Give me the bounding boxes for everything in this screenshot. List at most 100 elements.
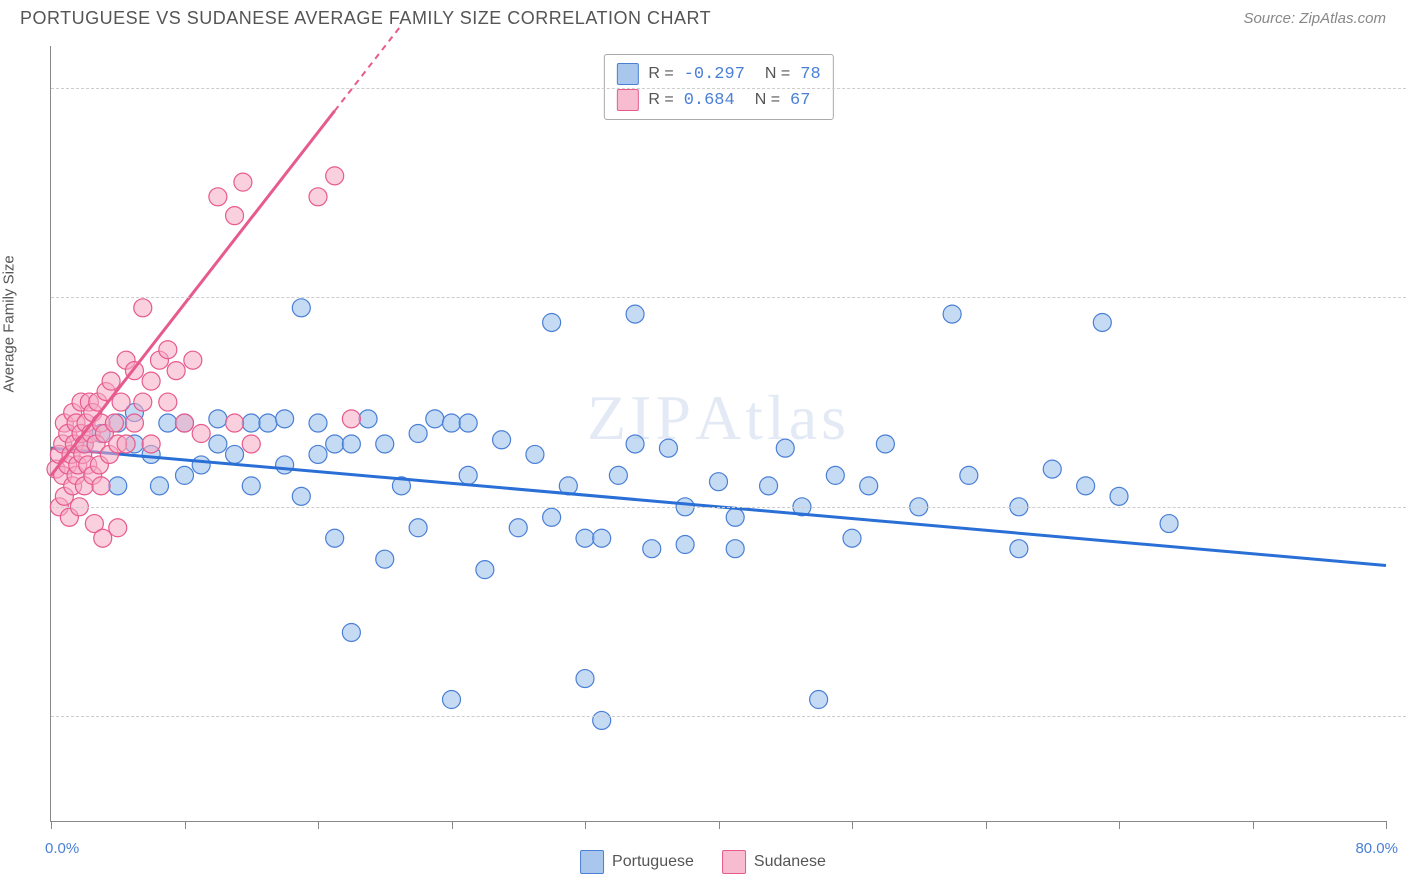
data-point [176,466,194,484]
data-point [167,362,185,380]
data-point [234,173,252,191]
data-point [276,456,294,474]
scatter-plot [51,46,1386,821]
data-point [876,435,894,453]
data-point [276,410,294,428]
data-point [326,167,344,185]
data-point [105,414,123,432]
data-point [292,487,310,505]
x-tick [318,821,319,829]
legend-item: Sudanese [722,850,826,874]
x-axis-end-label: 80.0% [1355,840,1398,857]
data-point [209,188,227,206]
data-point [1043,460,1061,478]
source-label: Source: ZipAtlas.com [1243,10,1386,27]
x-tick [452,821,453,829]
data-point [226,207,244,225]
data-point [242,477,260,495]
x-tick [986,821,987,829]
data-point [593,529,611,547]
data-point [509,519,527,537]
data-point [726,540,744,558]
data-point [443,691,461,709]
data-point [309,414,327,432]
data-point [142,372,160,390]
data-point [593,711,611,729]
data-point [342,410,360,428]
grid-line [51,716,1406,717]
data-point [326,529,344,547]
x-tick [585,821,586,829]
stats-row: R =-0.297N =78 [616,61,820,87]
data-point [159,341,177,359]
data-point [94,529,112,547]
data-point [810,691,828,709]
data-point [710,473,728,491]
data-point [376,435,394,453]
data-point [359,410,377,428]
data-point [443,414,461,432]
data-point [342,435,360,453]
n-label: N = [755,91,780,109]
data-point [543,508,561,526]
data-point [134,393,152,411]
data-point [159,414,177,432]
x-tick [1386,821,1387,829]
data-point [459,414,477,432]
data-point [259,414,277,432]
grid-line [51,88,1406,89]
data-point [209,435,227,453]
data-point [1077,477,1095,495]
data-point [543,313,561,331]
data-point [326,435,344,453]
data-point [125,414,143,432]
data-point [209,410,227,428]
x-tick [852,821,853,829]
data-point [960,466,978,484]
x-tick [51,821,52,829]
n-value: 78 [800,65,820,84]
chart-title: PORTUGUESE VS SUDANESE AVERAGE FAMILY SI… [20,8,711,29]
data-point [376,550,394,568]
data-point [1160,515,1178,533]
y-axis-title: Average Family Size [1,255,18,392]
x-tick [1253,821,1254,829]
legend-label: Portuguese [612,853,694,871]
chart-area: Average Family Size ZIPAtlas R =-0.297N … [50,46,1386,822]
data-point [242,435,260,453]
data-point [226,445,244,463]
data-point [1093,313,1111,331]
data-point [242,414,260,432]
data-point [776,439,794,457]
data-point [342,623,360,641]
grid-line [51,297,1406,298]
x-axis-start-label: 0.0% [45,840,79,857]
data-point [409,425,427,443]
data-point [609,466,627,484]
grid-line [51,507,1406,508]
data-point [860,477,878,495]
data-point [226,414,244,432]
x-tick [1119,821,1120,829]
data-point [526,445,544,463]
data-point [109,477,127,495]
data-point [1110,487,1128,505]
stats-row: R = 0.684N =67 [616,87,820,113]
r-label: R = [648,91,673,109]
data-point [184,351,202,369]
legend-item: Portuguese [580,850,694,874]
r-value: -0.297 [684,65,745,84]
data-point [426,410,444,428]
data-point [134,299,152,317]
data-point [576,670,594,688]
data-point [760,477,778,495]
data-point [626,305,644,323]
r-label: R = [648,65,673,83]
data-point [459,466,477,484]
legend-swatch [580,850,604,874]
data-point [626,435,644,453]
n-value: 67 [790,91,810,110]
data-point [102,372,120,390]
data-point [176,414,194,432]
data-point [192,456,210,474]
